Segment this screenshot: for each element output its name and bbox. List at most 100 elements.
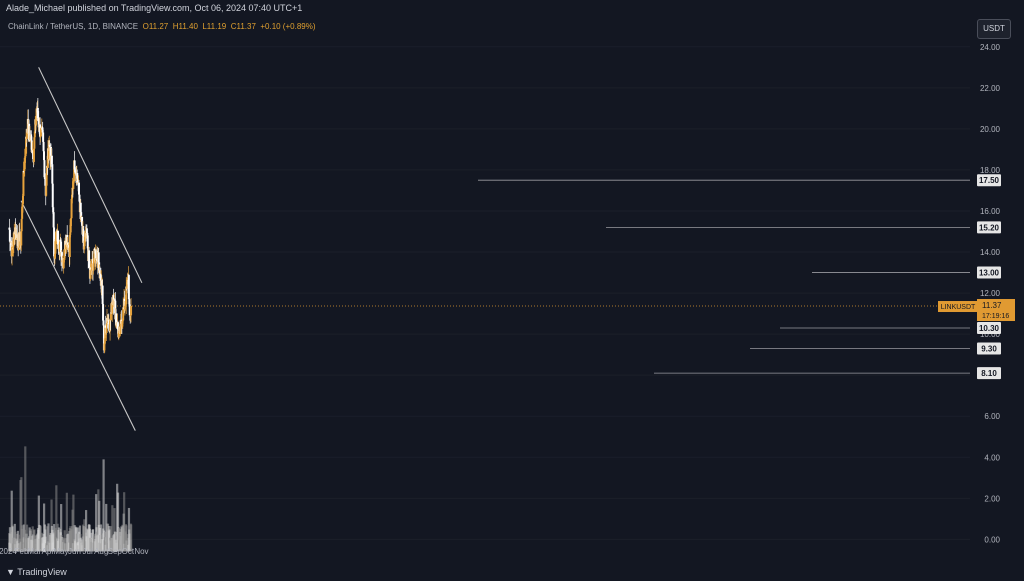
level-tag — [977, 221, 1001, 234]
candle-body — [124, 304, 127, 306]
candle-body — [16, 234, 19, 238]
candle-body — [44, 179, 47, 186]
x-tick-label: Feb — [15, 547, 29, 556]
volume-bar — [63, 530, 66, 552]
high-value: H11.40 — [172, 22, 198, 31]
candle-body — [58, 243, 61, 252]
candle-body — [62, 259, 65, 269]
currency-button[interactable]: USDT — [977, 19, 1011, 39]
candle-body — [123, 298, 126, 310]
candle-body — [70, 198, 73, 219]
candle-body — [116, 322, 119, 330]
x-tick-label: Nov — [134, 547, 148, 556]
candle-body — [104, 325, 107, 328]
candle-body — [51, 183, 54, 208]
candle-body — [15, 228, 18, 240]
candle-body — [127, 275, 130, 300]
change-value: +0.10 (+0.89%) — [260, 22, 316, 31]
volume-bar — [130, 524, 133, 552]
volume-bar — [50, 499, 53, 552]
candle-body — [86, 235, 89, 249]
candle-body — [41, 129, 44, 133]
y-tick-label: 20.00 — [980, 125, 1001, 134]
y-tick-label: 12.00 — [980, 289, 1001, 298]
candle-body — [107, 320, 110, 325]
chart-pane[interactable]: 24.00 22.00 20.00 18.00 16.00 14.00 12.00 10.00… — [0, 16, 1024, 564]
candle-body — [63, 253, 66, 259]
candle-body — [113, 299, 116, 301]
price-chart[interactable]: 24.00 22.00 20.00 18.00 16.00 14.00 12.00 10.00… — [0, 16, 1024, 564]
candle-body — [76, 178, 79, 183]
volume-bar — [21, 525, 24, 552]
candle-body — [72, 181, 75, 183]
candle-body — [25, 136, 28, 154]
volume-bar — [46, 526, 49, 552]
candle-body — [126, 281, 129, 289]
candle-body — [102, 325, 105, 351]
candle-body — [121, 320, 124, 322]
candle-body — [12, 232, 15, 246]
candle-body — [50, 147, 52, 161]
candle-body — [86, 233, 89, 236]
channel-upper-line — [38, 67, 143, 284]
candle-body — [84, 237, 87, 241]
volume-bar — [60, 504, 63, 552]
level-tag — [977, 266, 1001, 279]
volume-bar — [24, 446, 27, 552]
candle-body — [8, 229, 11, 242]
candle-body — [115, 313, 118, 322]
candle-body — [37, 121, 40, 128]
volume-bar — [123, 492, 126, 552]
volume-bar — [105, 503, 108, 552]
candle-body — [11, 245, 14, 257]
candle-body — [53, 253, 56, 259]
candle-body — [79, 202, 82, 213]
candle-body — [47, 145, 50, 160]
candle-body — [43, 151, 45, 161]
candle-body — [35, 115, 38, 125]
candle-body — [66, 235, 69, 247]
candle-body — [78, 182, 80, 195]
candle-body — [41, 127, 44, 130]
candle-body — [71, 187, 74, 195]
y-tick-label: 2.00 — [984, 494, 1000, 503]
level-tag — [977, 342, 1001, 355]
volume-bar — [111, 505, 114, 552]
candle-body — [63, 258, 66, 260]
volume-bar — [116, 492, 120, 552]
candle-body — [103, 343, 106, 351]
candle-body — [54, 238, 57, 242]
candle-body — [130, 306, 133, 316]
candle-body — [28, 123, 31, 134]
candle-body — [123, 306, 126, 310]
y-tick-label: 14.00 — [980, 248, 1001, 257]
symbol-legend: ChainLink / TetherUS, 1D, BINANCE O11.27… — [8, 22, 316, 31]
y-tick-label: 22.00 — [980, 84, 1001, 93]
candle-body — [45, 185, 48, 196]
tradingview-logo-icon[interactable]: ▼ — [6, 567, 15, 577]
candle-body — [121, 321, 124, 327]
x-tick-label: May — [53, 547, 68, 556]
brand-name[interactable]: TradingView — [17, 567, 67, 577]
volume-bar — [85, 510, 88, 552]
level-tag-label: 9.30 — [981, 344, 997, 353]
level-tag — [977, 321, 1001, 334]
candle-body — [117, 332, 120, 338]
candle-body — [128, 299, 131, 305]
open-value: O11.27 — [142, 22, 169, 31]
candle-body — [45, 173, 48, 186]
candle-body — [85, 228, 88, 234]
level-tag-label: 13.00 — [979, 269, 1000, 278]
candle-body — [23, 157, 26, 170]
level-tag-label: 17.50 — [979, 176, 1000, 185]
volume-bar — [55, 485, 58, 552]
volume-bar — [10, 490, 13, 552]
candle-body — [11, 246, 14, 248]
low-value: L11.19 — [202, 22, 227, 31]
close-value: C11.37 — [230, 22, 256, 31]
candle-body — [92, 259, 95, 264]
candle-body — [42, 132, 45, 142]
y-tick-label: 4.00 — [984, 453, 1000, 462]
candle-body — [71, 194, 73, 199]
candle-body — [22, 195, 24, 204]
